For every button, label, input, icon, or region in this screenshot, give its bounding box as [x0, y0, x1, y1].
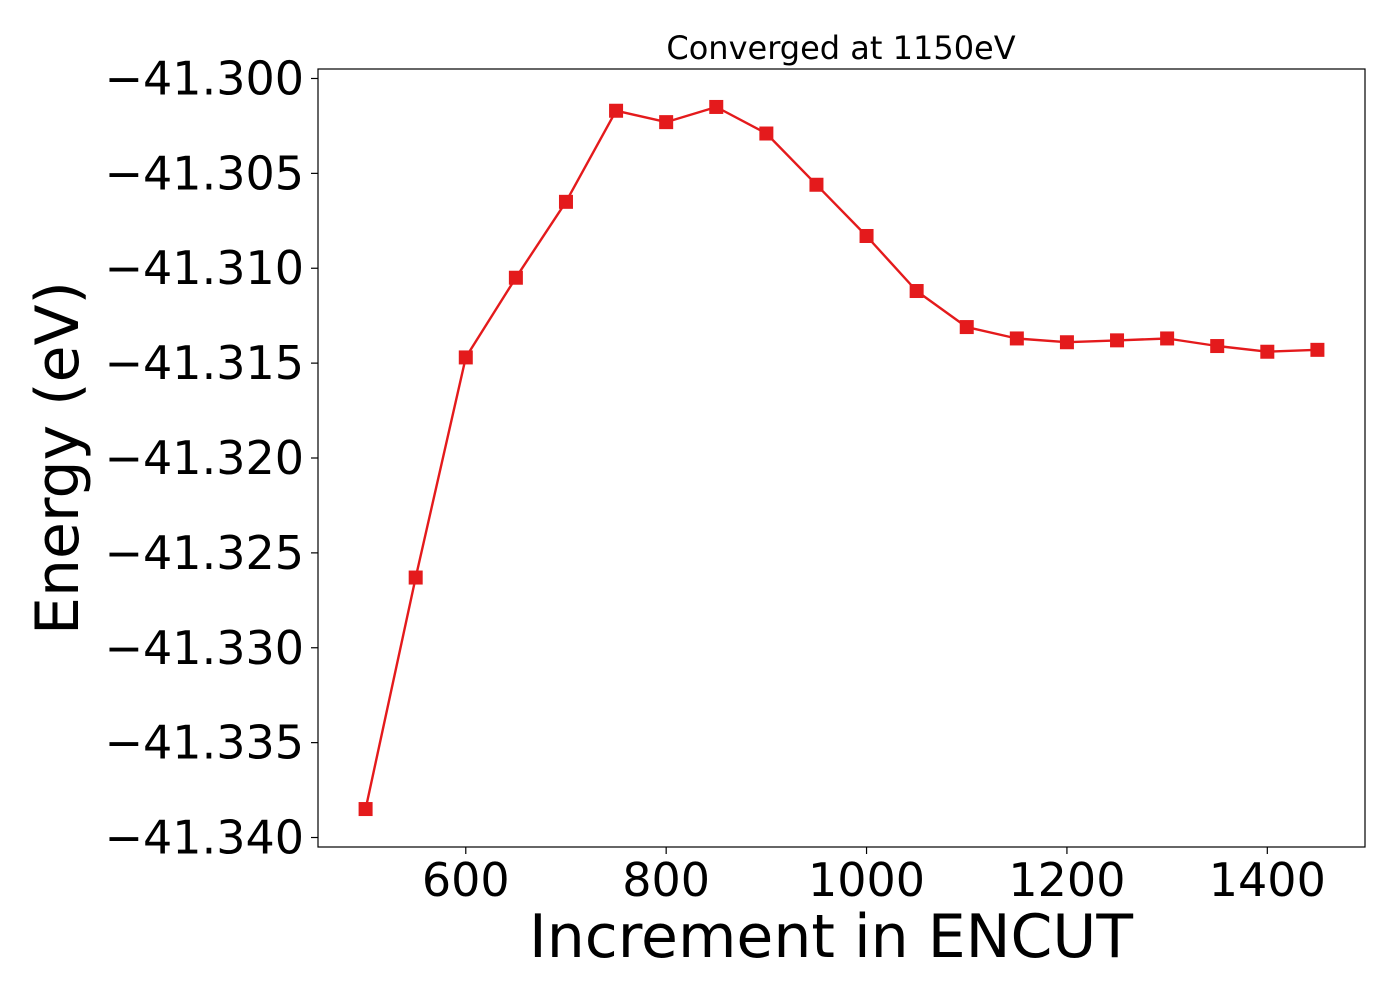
data-point-marker — [1059, 335, 1074, 350]
x-tick-label: 600 — [422, 853, 510, 907]
data-point-marker — [859, 228, 874, 243]
y-tick-label: −41.300 — [105, 51, 305, 105]
data-point-marker — [709, 99, 724, 114]
data-point-marker — [358, 802, 373, 817]
y-tick-label: −41.310 — [105, 241, 305, 295]
data-point-marker — [1310, 342, 1325, 357]
y-tick-label: −41.305 — [105, 146, 305, 200]
series-line — [364, 105, 1318, 810]
data-point-marker — [1210, 339, 1225, 354]
data-point-marker — [408, 570, 423, 585]
x-tick-label: 1400 — [1209, 853, 1326, 907]
data-point-marker — [1009, 331, 1024, 346]
y-tick-label: −41.330 — [105, 621, 305, 675]
x-tick-label: 1000 — [808, 853, 925, 907]
data-point-marker — [609, 103, 624, 118]
data-point-marker — [1160, 331, 1175, 346]
x-axis-label: Increment in ENCUT — [529, 902, 1133, 972]
x-axis-ticks: 600 800 1000 1200 1400 — [422, 847, 1326, 907]
chart-title: Converged at 1150eV — [666, 29, 1015, 67]
y-tick-label: −41.335 — [105, 716, 305, 770]
data-point-marker — [809, 177, 824, 192]
data-point-marker — [1260, 344, 1275, 359]
y-tick-label: −41.340 — [105, 811, 305, 865]
y-tick-label: −41.315 — [105, 336, 305, 390]
y-axis-ticks: −41.340 −41.335 −41.330 −41.325 −41.320 −41.3… — [105, 51, 318, 865]
x-tick-label: 1200 — [1008, 853, 1125, 907]
data-point-marker — [458, 350, 473, 365]
data-point-marker — [909, 284, 924, 299]
y-tick-label: −41.320 — [105, 431, 305, 485]
x-tick-label: 800 — [622, 853, 710, 907]
plot-area — [358, 99, 1325, 817]
y-axis-label: Energy (eV) — [23, 281, 93, 635]
y-tick-label: −41.325 — [105, 526, 305, 580]
data-point-marker — [1110, 333, 1125, 348]
data-point-marker — [759, 126, 774, 141]
data-point-marker — [959, 320, 974, 335]
axes-frame — [317, 68, 1366, 848]
data-point-marker — [508, 270, 523, 285]
data-point-marker — [558, 194, 573, 209]
data-point-marker — [659, 115, 674, 130]
